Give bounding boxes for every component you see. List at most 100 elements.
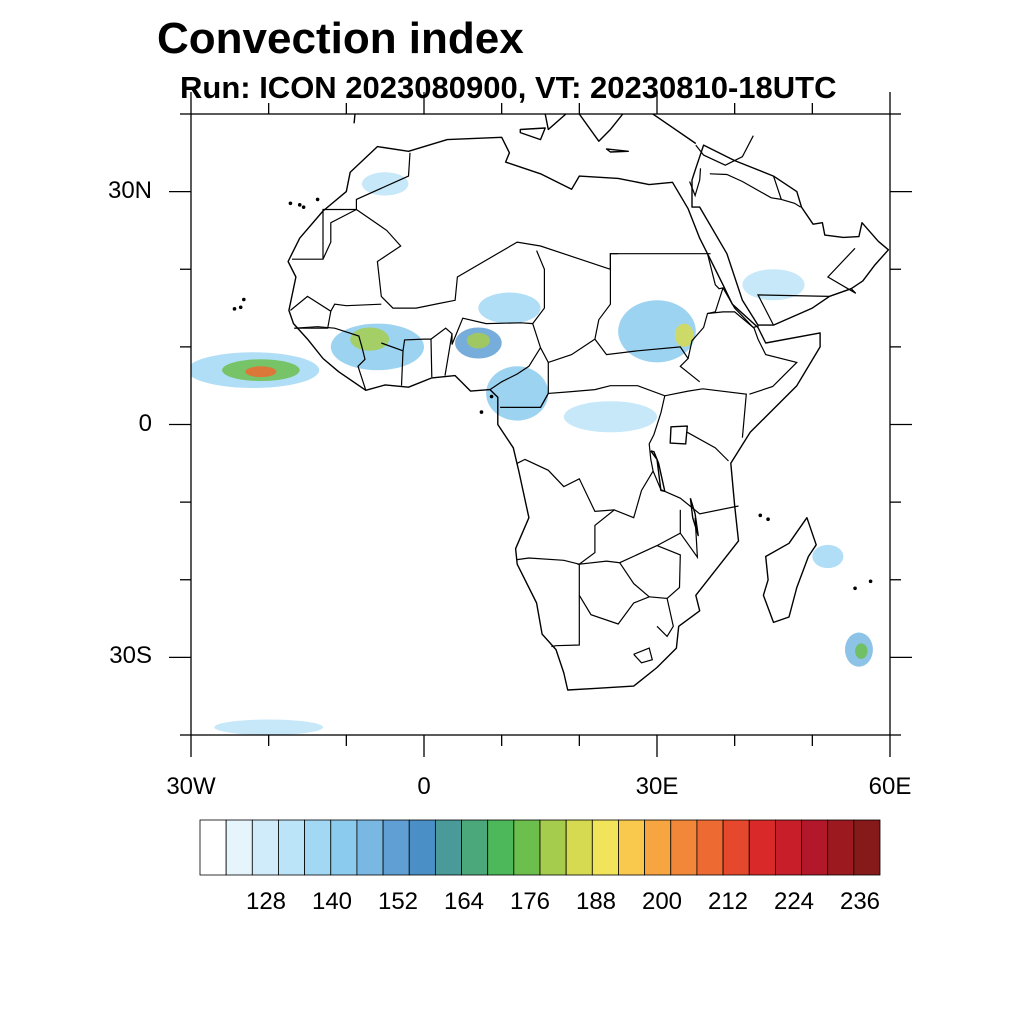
country-borders (290, 135, 857, 664)
border-28 (633, 647, 654, 664)
colorbar-swatch (199, 819, 227, 876)
convection-south-atlantic (214, 719, 324, 735)
colorbar-swatch (801, 819, 829, 876)
colorbar-label: 152 (377, 888, 419, 915)
chart-subtitle: Run: ICON 2023080900, VT: 20230810-18UTC (180, 70, 837, 105)
border-5 (381, 327, 453, 376)
border-32 (757, 247, 857, 326)
border-33 (689, 168, 702, 198)
border-7 (400, 350, 404, 386)
border-9 (532, 250, 545, 324)
island-10 (766, 517, 770, 522)
border-3 (330, 303, 382, 312)
convection-chad-niger (478, 292, 541, 324)
colorbar-swatch (539, 819, 567, 876)
border-2 (292, 208, 357, 260)
colorbar-label: 140 (311, 888, 353, 915)
colorbar-swatch (382, 819, 410, 876)
lake-victoria (669, 425, 688, 445)
colorbar-label: 236 (839, 888, 881, 915)
colorbar-label: 164 (443, 888, 485, 915)
colorbar-swatch (565, 819, 593, 876)
island-4 (238, 305, 243, 310)
border-17 (722, 287, 759, 329)
colorbar-swatch (408, 819, 436, 876)
island-5 (232, 307, 237, 311)
convection-ethiopia-core (674, 323, 694, 347)
border-22 (516, 458, 615, 513)
arabia-coastline (691, 144, 890, 326)
colorbar-swatch (356, 819, 384, 876)
colorbar-swatch (618, 819, 646, 876)
europe-coastline (353, 114, 697, 145)
lon-label: 60E (868, 773, 912, 800)
colorbar-swatch (487, 819, 515, 876)
convection-madagascar-east (812, 544, 844, 569)
island-12 (489, 394, 494, 399)
colorbar-swatch (251, 819, 279, 876)
border-20 (687, 431, 729, 462)
border-34 (695, 135, 754, 166)
colorbar-swatch (853, 819, 881, 876)
border-27 (679, 517, 699, 560)
border-21 (577, 470, 681, 566)
colorbar-label: 128 (245, 888, 287, 915)
convection-field (191, 172, 873, 735)
border-11 (500, 362, 549, 408)
crete-coastline (605, 148, 629, 153)
border-18 (707, 311, 798, 395)
colorbar-label: 212 (707, 888, 749, 915)
island-9 (758, 513, 763, 518)
border-31 (781, 198, 802, 208)
border-29 (290, 295, 332, 329)
colorbar-swatch (304, 819, 332, 876)
map-background (191, 114, 890, 735)
lat-label: 30S (109, 642, 152, 670)
colorbar-swatch (670, 819, 698, 876)
border-26 (656, 545, 681, 599)
colorbar-swatch (513, 819, 541, 876)
border-19 (648, 395, 739, 515)
chart-title: Convection index (157, 14, 524, 63)
colorbar-swatch (434, 819, 462, 876)
border-1 (322, 152, 411, 260)
lon-label: 0 (417, 773, 431, 800)
island-8 (853, 586, 857, 591)
border-14 (594, 338, 701, 383)
island-7 (868, 579, 873, 584)
border-4 (294, 326, 367, 391)
colorbar-swatch (774, 819, 802, 876)
border-30 (709, 173, 783, 201)
lat-label: 30N (107, 176, 152, 204)
colorbar-label: 224 (773, 888, 815, 915)
convection-atlantic-itcz-peak (245, 366, 277, 378)
colorbar-swatch (278, 819, 306, 876)
colorbar-swatch (330, 819, 358, 876)
colorbar-swatch (644, 819, 672, 876)
border-16 (687, 253, 724, 359)
convection-west-africa-core (350, 327, 390, 351)
border-0 (356, 209, 619, 309)
lon-label: 30E (635, 773, 679, 800)
lon-label: 30W (166, 773, 216, 800)
island-6 (242, 297, 246, 302)
border-25 (619, 562, 650, 598)
colorbar-label: 188 (575, 888, 617, 915)
island-3 (315, 197, 320, 202)
border-6 (430, 339, 433, 378)
island-11 (479, 410, 484, 414)
convection-drc (563, 401, 658, 433)
colorbar-label: 176 (509, 888, 551, 915)
colorbar-swatch (225, 819, 253, 876)
colorbar-label: 200 (641, 888, 683, 915)
lat-label: 0 (138, 409, 152, 437)
colorbar-swatch (591, 819, 619, 876)
convection-arabia (742, 269, 805, 301)
convection-north-africa (361, 172, 409, 196)
island-2 (301, 205, 306, 209)
colorbar-swatch (461, 819, 489, 876)
coastlines (232, 114, 890, 691)
colorbar-swatch (722, 819, 750, 876)
island-0 (297, 203, 302, 207)
colorbar-swatch (748, 819, 776, 876)
